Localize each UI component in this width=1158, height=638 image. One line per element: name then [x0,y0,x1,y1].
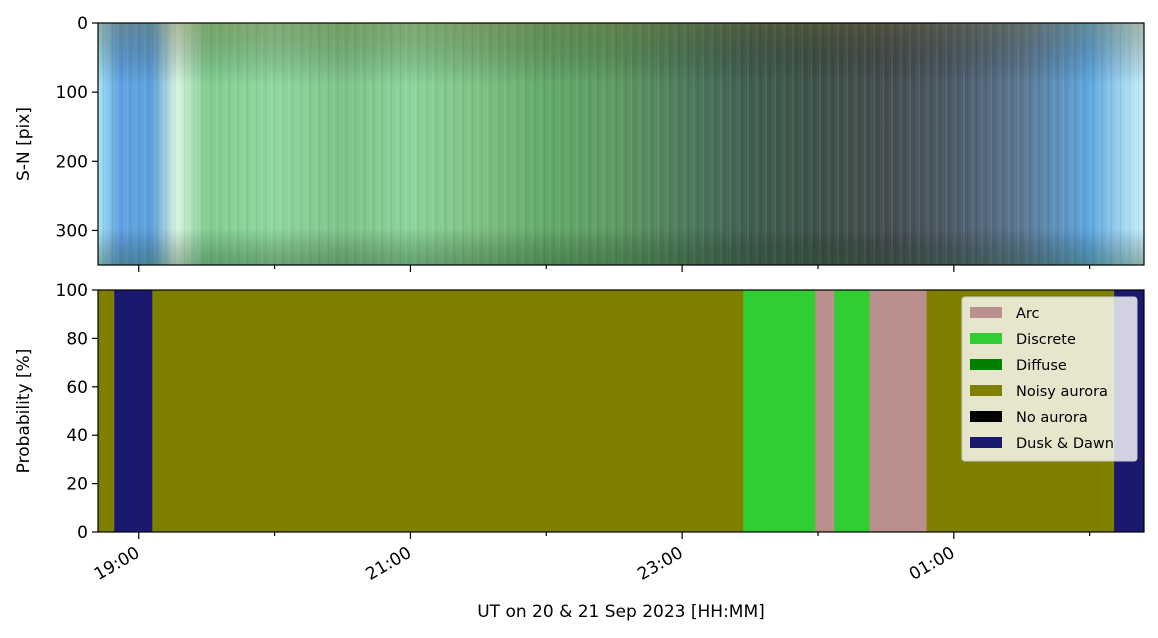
x-tick-label: 23:00 [634,543,686,585]
probability-y-tick-label: 20 [66,475,88,495]
keogram-frame [97,22,1145,266]
area-segment [834,290,871,532]
area-segment [98,290,115,532]
legend-label: Discrete [1016,332,1076,348]
keogram-y-tick-label: 300 [56,221,88,241]
probability-y-tick-label: 60 [66,378,88,398]
probability-y-tick-label: 100 [56,281,88,301]
x-tick-label: 19:00 [91,543,143,585]
area-segment [152,290,744,532]
keogram-y-tick-label: 200 [56,152,88,172]
probability-panel: 0 20 40 60 80 100 19:00 21:00 23:00 01:00 Probab… [14,281,1145,622]
probability-y-tick-label: 0 [77,523,88,543]
legend-swatch [970,333,1002,344]
keogram-vertical-shade [98,23,1144,265]
keogram-y-tick-label: 0 [77,14,88,34]
x-tick-label: 01:00 [906,543,958,585]
legend-swatch [970,359,1002,370]
x-tick-label: 21:00 [363,543,415,585]
probability-y-label: Probability [%] [14,349,34,474]
x-axis-label: UT on 20 & 21 Sep 2023 [HH:MM] [477,602,765,622]
area-segment [869,290,928,532]
legend-box [961,296,1138,462]
legend: Arc Discrete Diffuse Noisy aurora No aurora D… [961,296,1138,462]
keogram-y-label: S-N [pix] [14,107,34,181]
probability-frame [97,289,1145,533]
legend-swatch [970,307,1002,318]
keogram-panel: 0 100 200 300 S-N [pix] [14,14,1145,272]
legend-label: Diffuse [1016,358,1067,374]
legend-label: Dusk & Dawn [1016,436,1114,452]
probability-y-ticks: 0 20 40 60 80 100 [56,281,98,543]
legend-swatch [970,437,1002,448]
probability-y-tick-label: 40 [66,426,88,446]
keogram-y-ticks: 0 100 200 300 [56,14,98,241]
legend-swatch [970,385,1002,396]
area-segment [743,290,816,532]
legend-label: Noisy aurora [1016,384,1108,400]
keogram-y-tick-label: 100 [56,83,88,103]
area-segment [114,290,153,532]
keogram-x-ticks [138,265,1091,272]
area-segment [815,290,835,532]
legend-label: Arc [1016,306,1040,322]
legend-swatch [970,411,1002,422]
probability-y-tick-label: 80 [66,329,88,349]
legend-label: No aurora [1016,410,1088,426]
probability-x-ticks: 19:00 21:00 23:00 01:00 [91,532,1091,585]
